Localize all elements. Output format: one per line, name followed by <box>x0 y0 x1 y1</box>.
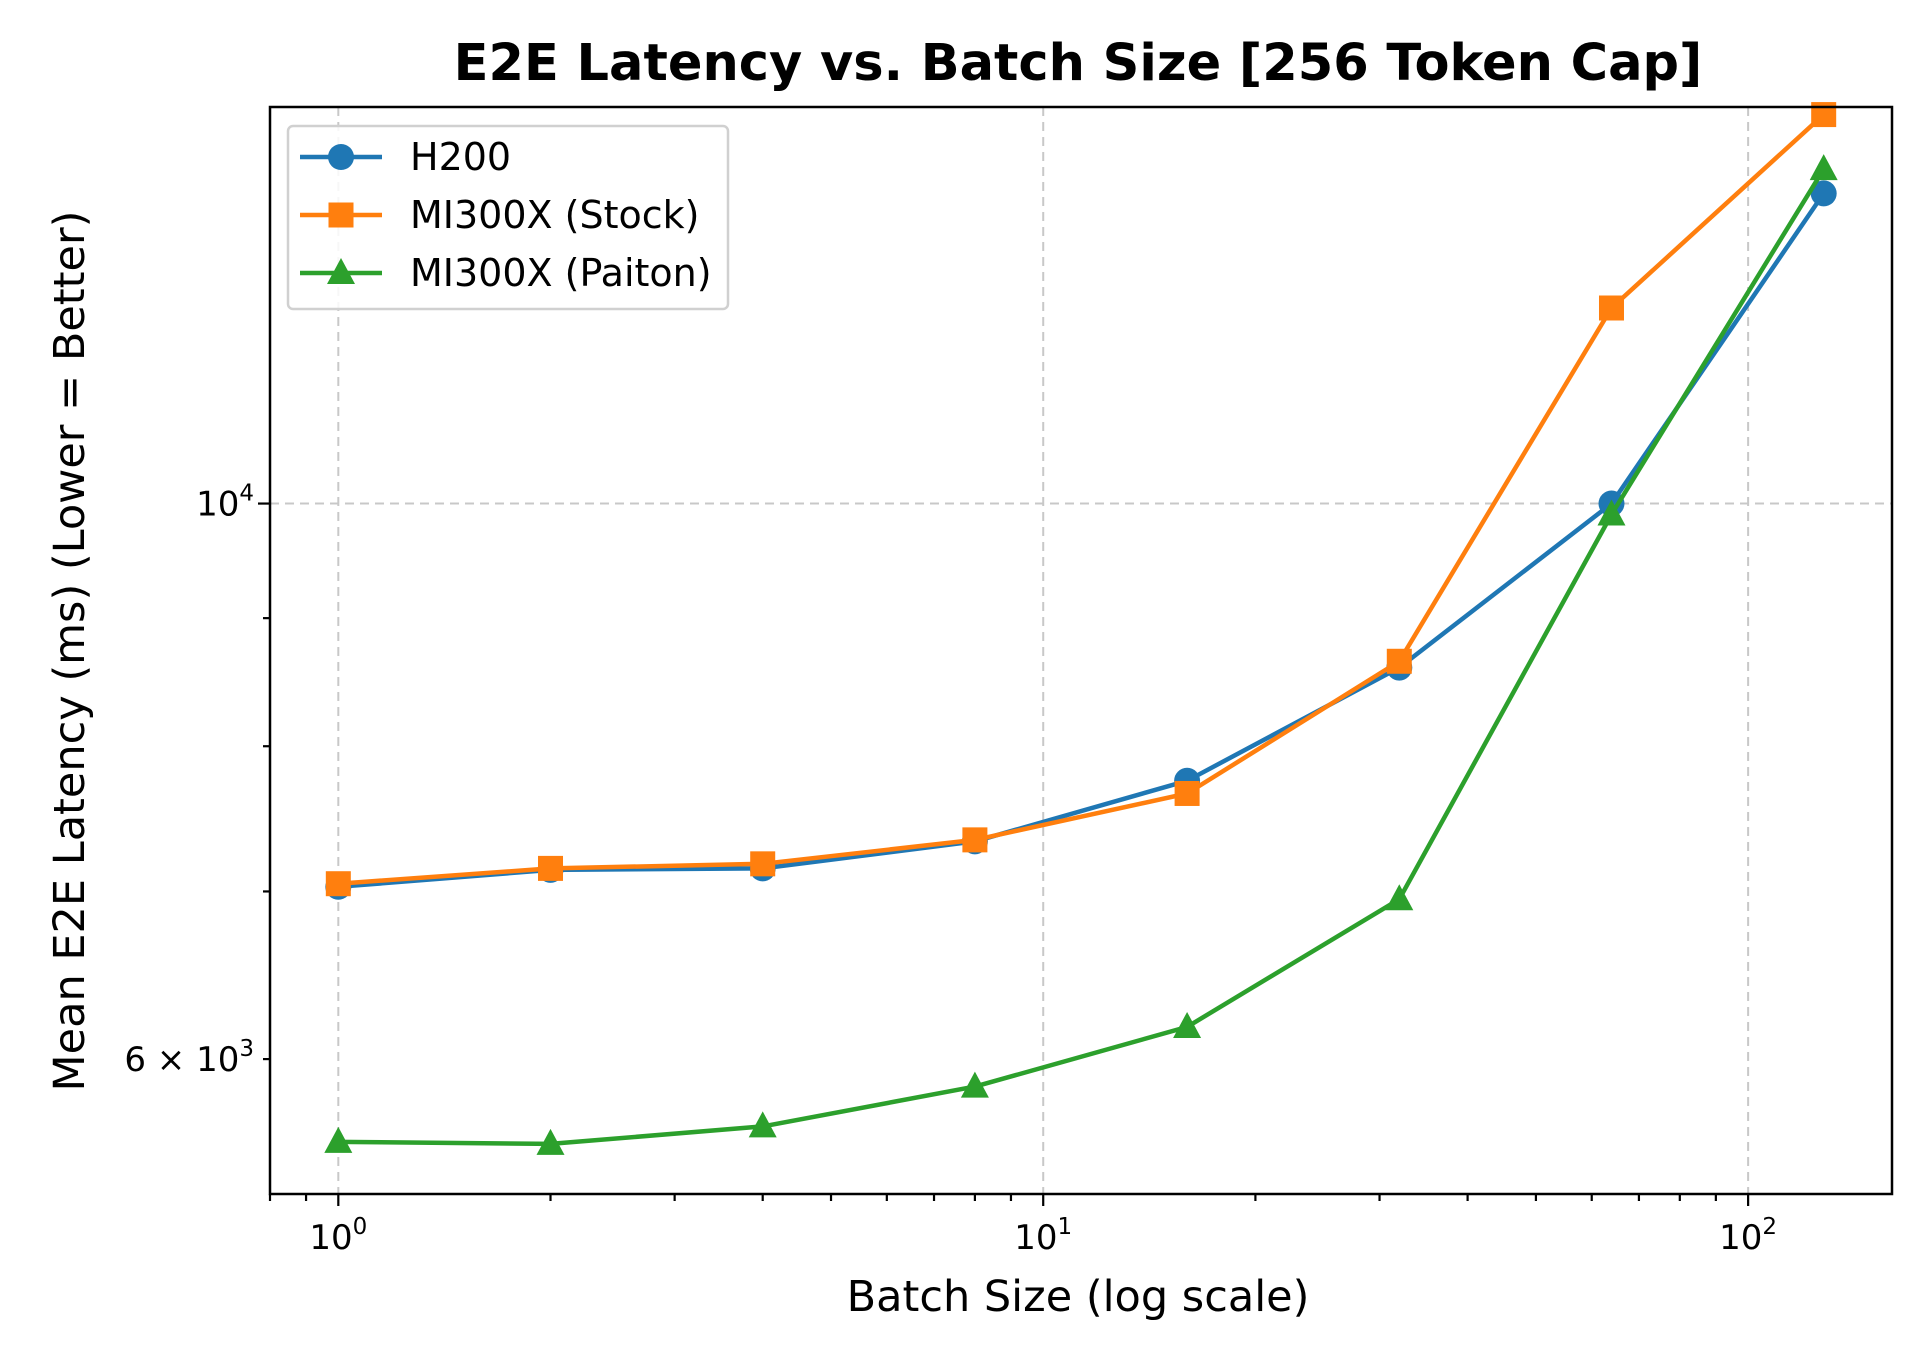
legend-box <box>286 124 730 311</box>
plot-frame <box>268 105 1894 1196</box>
x-axis-label: Batch Size (log scale) <box>847 1272 1310 1322</box>
data-point <box>1386 648 1412 674</box>
series-layer <box>324 102 1838 1155</box>
x-tick-label: 100 <box>309 1214 367 1258</box>
x-tick-label: 102 <box>1719 1214 1777 1258</box>
data-point <box>1173 1011 1202 1038</box>
data-point <box>1597 499 1626 526</box>
data-point <box>538 855 564 881</box>
legend-item: MI300X (Stock) <box>300 193 699 237</box>
legend-marker <box>327 258 355 284</box>
legend: H200 MI300X (Stock) MI300X (Paiton) <box>286 124 730 311</box>
data-point <box>962 827 988 853</box>
legend-label: MI300X (Paiton) <box>410 251 712 295</box>
legend-label: MI300X (Stock) <box>410 193 699 237</box>
data-point <box>1385 884 1414 911</box>
y-axis-label: Mean E2E Latency (ms) (Lower = Better) <box>45 211 95 1092</box>
legend-marker <box>328 202 354 228</box>
data-point <box>748 1111 777 1138</box>
data-point <box>536 1128 565 1155</box>
series-line <box>338 168 1826 1147</box>
legend-item: H200 <box>300 135 511 179</box>
data-point <box>750 851 776 877</box>
data-point <box>1598 295 1624 321</box>
legend-label: H200 <box>410 135 511 179</box>
data-point <box>960 1071 989 1098</box>
chart-title: E2E Latency vs. Batch Size [256 Token Ca… <box>454 34 1703 93</box>
axis-ticks: 100 101 102 6 × 103 104 <box>124 481 1777 1258</box>
data-point <box>324 1126 353 1153</box>
legend-marker <box>328 144 354 170</box>
legend-item: MI300X (Paiton) <box>300 251 712 295</box>
x-tick-label: 101 <box>1014 1214 1072 1258</box>
series-line <box>338 112 1826 886</box>
y-tick-label: 104 <box>196 481 254 525</box>
data-point <box>325 871 351 897</box>
series-2 <box>324 154 1838 1155</box>
data-point <box>1810 180 1837 207</box>
data-point <box>1174 780 1200 806</box>
data-point <box>1809 154 1838 181</box>
y-tick-label: 6 × 103 <box>124 1036 254 1080</box>
series-1 <box>325 102 1837 897</box>
